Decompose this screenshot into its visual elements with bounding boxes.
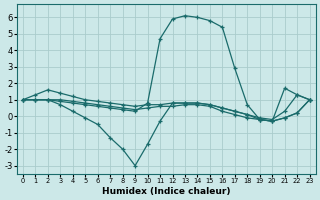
X-axis label: Humidex (Indice chaleur): Humidex (Indice chaleur) — [102, 187, 230, 196]
